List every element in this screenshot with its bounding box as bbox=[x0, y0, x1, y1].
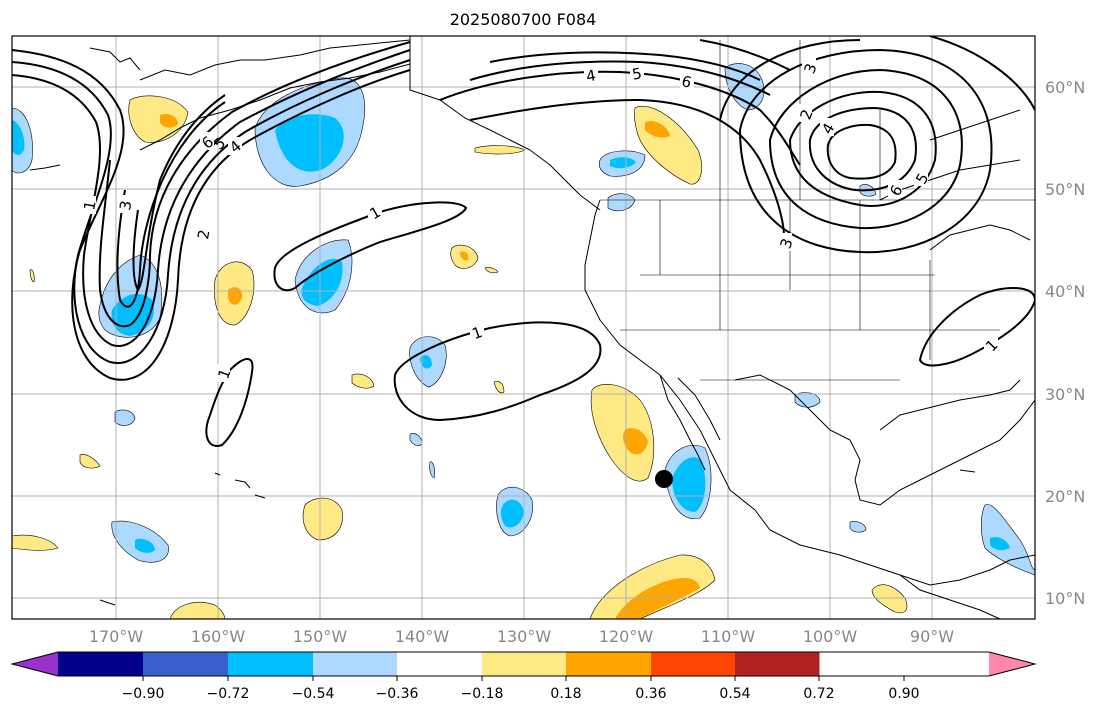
lon-label: 140°W bbox=[395, 627, 450, 646]
lat-label: 40°N bbox=[1045, 282, 1085, 301]
lon-label: 120°W bbox=[599, 627, 654, 646]
lat-label: 50°N bbox=[1045, 180, 1085, 199]
colorbar-tick-label: 0.72 bbox=[803, 686, 834, 702]
contour-label: 1 bbox=[80, 199, 99, 212]
contour-label: 5 bbox=[631, 64, 644, 83]
colorbar-segment bbox=[735, 652, 820, 676]
geopotential-contours bbox=[12, 36, 1035, 447]
contour-label: 3 bbox=[116, 199, 135, 212]
colorbar-tick-label: −0.36 bbox=[376, 686, 419, 702]
colorbar-tick-label: 0.36 bbox=[635, 686, 666, 702]
graticule bbox=[12, 36, 1035, 619]
lon-label: 100°W bbox=[803, 627, 858, 646]
colorbar-tick-label: −0.72 bbox=[207, 686, 250, 702]
contour-label: 4 bbox=[585, 66, 598, 85]
colorbar-segment bbox=[651, 652, 736, 676]
lon-label: 150°W bbox=[293, 627, 348, 646]
colorbar: −0.90 −0.72 −0.54 −0.36 −0.18 0.18 0.36 … bbox=[10, 651, 1037, 702]
map-title: 2025080700 F084 bbox=[449, 10, 597, 29]
colorbar-tick-label: 0.90 bbox=[888, 686, 919, 702]
lon-label: 160°W bbox=[191, 627, 246, 646]
colorbar-tick-label: −0.54 bbox=[292, 686, 335, 702]
lat-label: 30°N bbox=[1045, 385, 1085, 404]
colorbar-tick-label: −0.18 bbox=[461, 686, 504, 702]
colorbar-extend-max bbox=[989, 652, 1035, 676]
colorbar-segment bbox=[313, 652, 398, 676]
lon-label: 110°W bbox=[701, 627, 756, 646]
colorbar-segment bbox=[58, 652, 144, 676]
contour-label: 6 bbox=[680, 72, 694, 92]
longitude-axis: 170°W 160°W 150°W 140°W 130°W 120°W 110°… bbox=[89, 627, 954, 646]
lon-label: 170°W bbox=[89, 627, 144, 646]
location-marker bbox=[655, 470, 673, 488]
contour-label-group: 1 1 1 1 2 3 4 5 6 4 5 6 2 3 4 5 6 3 1 bbox=[80, 58, 1002, 382]
colorbar-segment bbox=[143, 652, 229, 676]
colorbar-tick-label: 0.54 bbox=[719, 686, 750, 702]
lat-label: 60°N bbox=[1045, 78, 1085, 97]
colorbar-segment bbox=[566, 652, 652, 676]
lon-label: 90°W bbox=[910, 627, 954, 646]
lat-label: 10°N bbox=[1045, 589, 1085, 608]
colorbar-segment bbox=[228, 652, 314, 676]
lat-label: 20°N bbox=[1045, 487, 1085, 506]
lon-label: 130°W bbox=[497, 627, 552, 646]
colorbar-tick-label: 0.18 bbox=[550, 686, 581, 702]
latitude-axis: 60°N 50°N 40°N 30°N 20°N 10°N bbox=[1045, 78, 1085, 608]
colorbar-extend-min bbox=[12, 652, 58, 676]
map-frame bbox=[11, 35, 1036, 620]
shaded-anomalies bbox=[12, 63, 1035, 619]
contour-label: 2 bbox=[194, 228, 213, 241]
colorbar-segment bbox=[482, 652, 567, 676]
colorbar-tick-label: −0.90 bbox=[122, 686, 165, 702]
colorbar-segment bbox=[397, 652, 483, 676]
